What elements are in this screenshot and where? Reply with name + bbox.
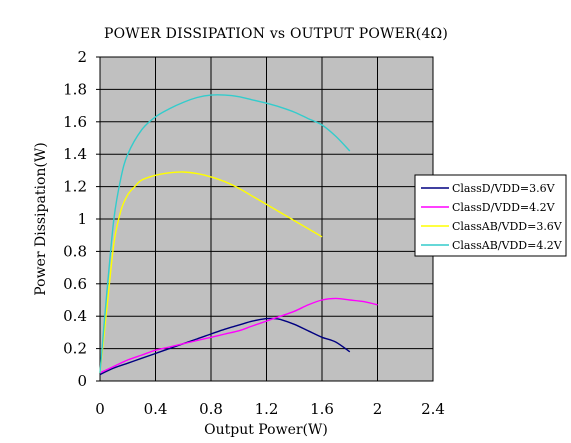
y-tick-label: 1.6 [63, 113, 87, 131]
x-tick-label: 0.8 [199, 400, 223, 418]
legend-label-1: ClassD/VDD=4.2V [452, 201, 556, 214]
y-tick-label: 0.6 [63, 275, 87, 293]
x-tick-label: 1.2 [255, 400, 279, 418]
legend-items: ClassD/VDD=3.6V ClassD/VDD=4.2V ClassAB/VD… [421, 182, 563, 252]
legend: ClassD/VDD=3.6V ClassD/VDD=4.2V ClassAB/VD… [414, 174, 567, 257]
legend-label-0: ClassD/VDD=3.6V [452, 182, 556, 195]
y-tick-label: 0 [77, 372, 87, 390]
legend-label-2: ClassAB/VDD=3.6V [452, 220, 563, 233]
series-line-1 [99, 297, 378, 374]
x-axis-label: Output Power(W) [204, 422, 328, 438]
x-tick-label: 0 [95, 400, 105, 418]
legend-label-3: ClassAB/VDD=4.2V [452, 239, 563, 252]
y-tick-label: 2 [77, 48, 87, 66]
x-tick-label: 0.4 [144, 400, 168, 418]
y-tick-label: 1 [77, 210, 87, 228]
grid-lines [100, 57, 433, 381]
x-tick-label: 2.4 [421, 400, 445, 418]
y-tick-label: 1.8 [63, 80, 87, 98]
chart-title: POWER DISSIPATION vs OUTPUT POWER(4Ω) [104, 26, 448, 42]
y-tick-label: 0.4 [63, 307, 87, 325]
y-tick-label: 1.4 [63, 145, 87, 163]
series-line-2 [99, 171, 323, 373]
x-tick-label: 2 [373, 400, 383, 418]
series-lines [99, 94, 378, 376]
y-tick-label: 1.2 [63, 178, 87, 196]
y-tick-label: 0.8 [63, 242, 87, 260]
series-line-3 [99, 94, 351, 373]
series-line-0 [99, 317, 351, 376]
axis-ticks: 0 0.4 0.8 1.2 1.6 2 2.4 0 0.2 0.4 0.6 0.8 1 1.2 1.4 1.6… [63, 48, 445, 418]
y-tick-label: 0.2 [63, 340, 87, 358]
y-axis-label: Power Dissipation(W) [33, 142, 49, 295]
x-tick-label: 1.6 [310, 400, 334, 418]
